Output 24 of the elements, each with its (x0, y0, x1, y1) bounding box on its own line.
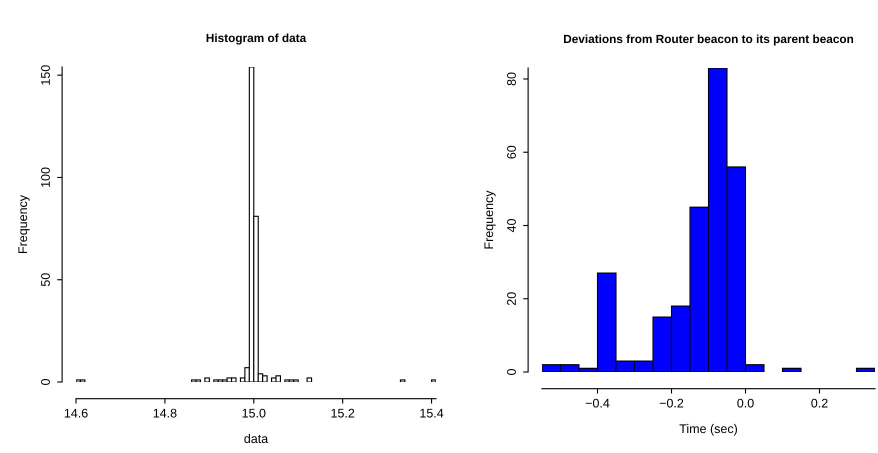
y-tick-label: 80 (507, 72, 516, 86)
y-axis-title: Frequency (18, 194, 30, 253)
y-tick-label: 20 (507, 292, 516, 306)
x-axis-title: data (244, 434, 268, 444)
x-tick-label: 0.0 (737, 398, 754, 408)
y-tick-label: 0 (507, 369, 516, 375)
y-tick-label: 40 (507, 219, 516, 232)
y-tick-label: 150 (41, 65, 50, 85)
y-tick-label: 50 (41, 273, 50, 286)
y-tick-label: 100 (41, 168, 50, 187)
x-tick-label: 14.6 (64, 408, 88, 418)
chart-title: Histogram of data (206, 33, 306, 44)
y-tick-label: 0 (41, 379, 50, 385)
x-tick-label: −0.4 (586, 398, 610, 408)
chart-title: Deviations from Router beacon to its parent beacon (564, 34, 854, 46)
x-tick-label: 0.2 (811, 398, 828, 408)
x-tick-label: 15.4 (420, 408, 444, 418)
y-tick-label: 60 (507, 146, 516, 159)
x-tick-label: −0.2 (660, 398, 684, 408)
x-axis-title: Time (sec) (680, 424, 738, 436)
x-tick-label: 15.0 (242, 408, 266, 418)
x-tick-label: 15.2 (331, 408, 354, 418)
x-tick-label: 14.8 (154, 408, 177, 418)
y-axis-title: Frequency (484, 190, 496, 248)
